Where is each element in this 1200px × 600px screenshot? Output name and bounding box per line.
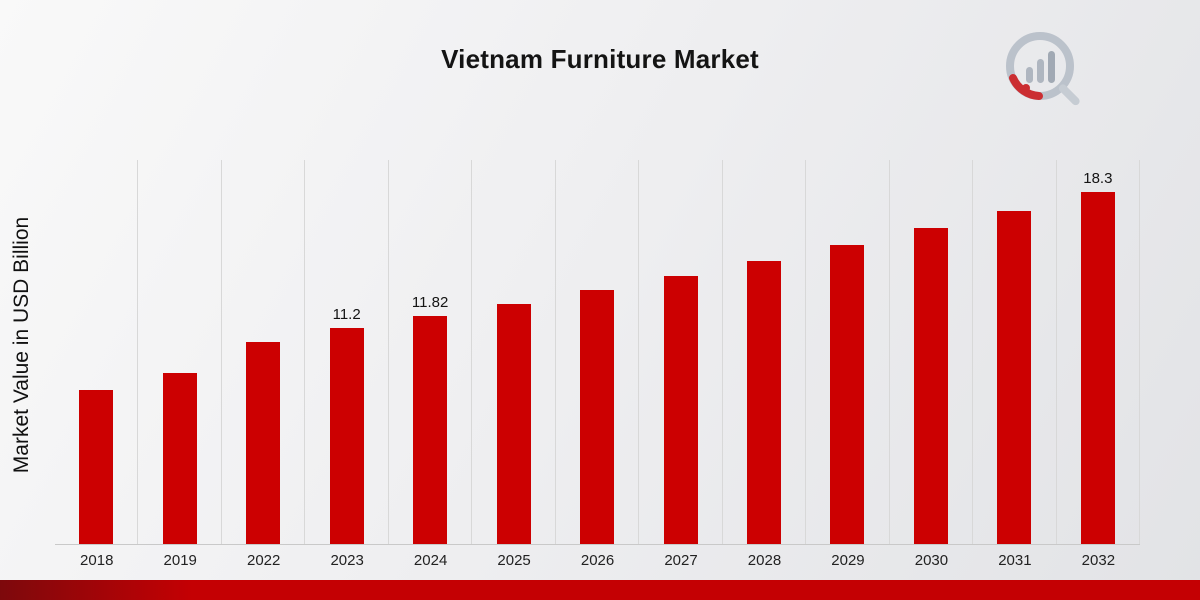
market-research-future-logo [1006, 32, 1080, 106]
page-title: Vietnam Furniture Market [441, 44, 759, 74]
bar-value-label-2024: 11.82 [411, 294, 449, 311]
bar-cell-2024: 11.82 [389, 160, 473, 544]
bar-2027 [663, 276, 698, 544]
bar-cell-2032: 18.3 [1057, 160, 1141, 544]
bar-2026 [580, 290, 615, 544]
bar-cell-2030 [890, 160, 974, 544]
bar-cell-2025 [472, 160, 556, 544]
x-tick-2022: 2022 [246, 552, 281, 569]
y-axis-label: Market Value in USD Billion [10, 216, 33, 474]
x-tick-2027: 2027 [664, 552, 698, 569]
x-tick-2024: 2024 [413, 552, 448, 569]
bar-2019 [162, 373, 197, 544]
bar-2031 [997, 211, 1032, 544]
bar-cell-2031 [973, 160, 1057, 544]
x-axis-ticks: 2018 2019 2022 2023 2024 2025 2026 2027 2028 2029… [55, 552, 1140, 569]
bar-2024 [413, 316, 448, 544]
bar-cell-2026 [556, 160, 640, 544]
logo-bar-large [1048, 51, 1055, 83]
bar-2030 [913, 228, 948, 544]
bar-2022 [246, 342, 281, 544]
logo-handle [1058, 84, 1080, 106]
bar-2025 [496, 304, 531, 544]
bar-value-label-2023: 11.2 [332, 306, 361, 323]
x-tick-2023: 2023 [330, 552, 364, 569]
plot-area: 11.2 11.82 18.3 [55, 160, 1141, 545]
bar-cell-2029 [806, 160, 890, 544]
bar-cell-2023: 11.2 [305, 160, 389, 544]
x-tick-2029: 2029 [831, 552, 865, 569]
x-tick-2019: 2019 [163, 552, 197, 569]
x-tick-2026: 2026 [580, 552, 615, 569]
x-tick-2032: 2032 [1081, 552, 1116, 569]
logo-bar-small [1026, 67, 1033, 83]
logo-bar-medium [1037, 59, 1044, 83]
bar-2023 [329, 328, 364, 544]
bar-cell-2022 [222, 160, 306, 544]
bar-2032 [1080, 192, 1115, 544]
bar-cell-2018 [55, 160, 139, 544]
x-tick-2031: 2031 [998, 552, 1032, 569]
x-tick-2028: 2028 [747, 552, 782, 569]
bar-2018 [79, 390, 114, 544]
bar-cell-2027 [639, 160, 723, 544]
bar-2028 [746, 261, 781, 544]
bar-value-label-2032: 18.3 [1083, 170, 1113, 187]
bar-cell-2028 [723, 160, 807, 544]
plot-cells: 11.2 11.82 18.3 [55, 160, 1141, 545]
logo-red-dot [1022, 84, 1030, 92]
bar-cell-2019 [138, 160, 222, 544]
x-tick-2030: 2030 [914, 552, 949, 569]
x-tick-2018: 2018 [80, 552, 114, 569]
x-tick-2025: 2025 [497, 552, 531, 569]
bar-2029 [830, 245, 865, 544]
footer-stripe [0, 580, 1200, 600]
